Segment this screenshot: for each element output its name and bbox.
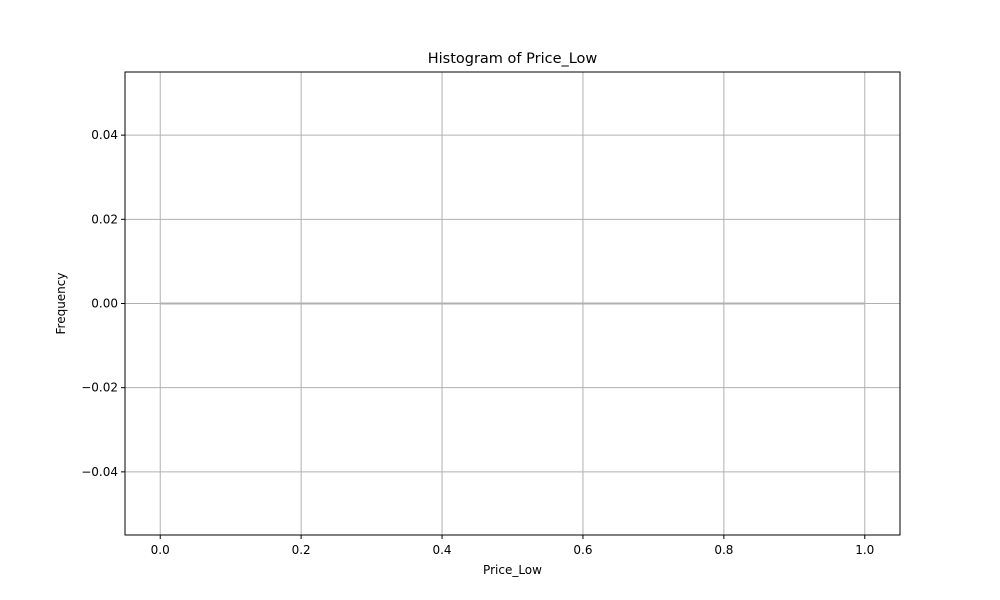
y-tick-label: 0.00: [91, 297, 118, 311]
x-tick-label: 0.2: [292, 543, 311, 557]
x-tick-label: 0.0: [151, 543, 170, 557]
y-tick-label: −0.04: [81, 465, 118, 479]
chart-title: Histogram of Price_Low: [428, 51, 598, 67]
x-tick-label: 0.4: [432, 543, 451, 557]
x-tick-label: 0.6: [573, 543, 592, 557]
y-axis-ticks: −0.04 −0.02 0.00 0.02 0.04: [81, 128, 125, 479]
x-axis-ticks: 0.0 0.2 0.4 0.6 0.8 1.0: [151, 535, 874, 557]
y-tick-label: 0.02: [91, 212, 118, 226]
y-tick-label: 0.04: [91, 128, 118, 142]
x-axis-label: Price_Low: [483, 563, 542, 577]
x-tick-label: 0.8: [714, 543, 733, 557]
x-tick-label: 1.0: [855, 543, 874, 557]
y-tick-label: −0.02: [81, 381, 118, 395]
y-axis-label: Frequency: [54, 273, 68, 335]
